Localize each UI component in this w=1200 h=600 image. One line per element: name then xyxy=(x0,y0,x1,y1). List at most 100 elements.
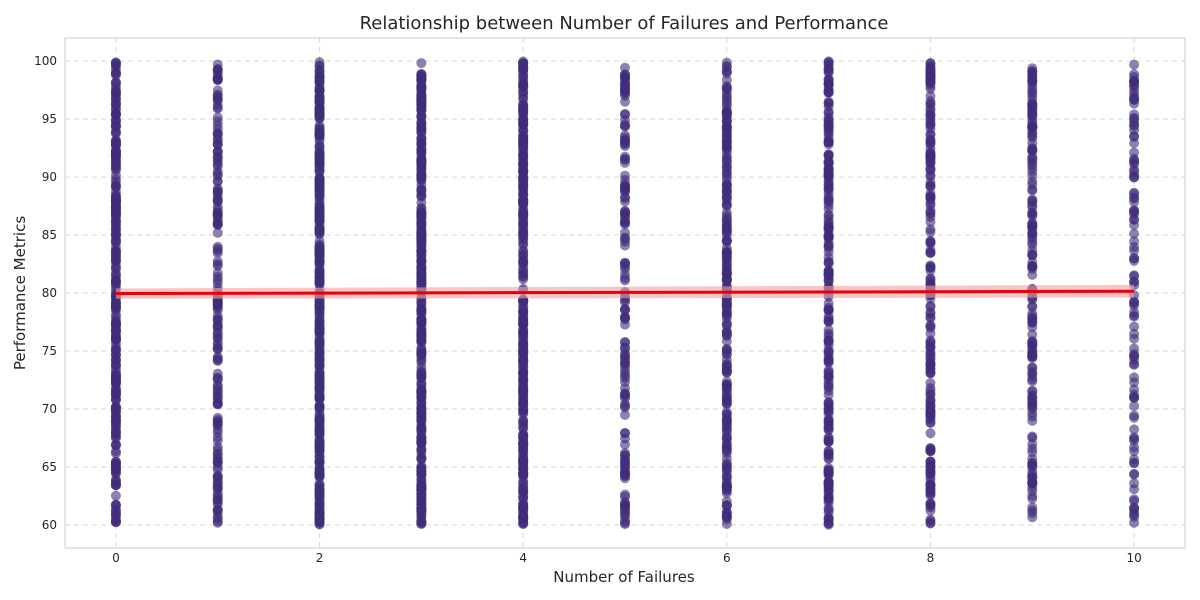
data-point xyxy=(212,241,223,252)
data-point xyxy=(110,323,121,334)
data-point xyxy=(1027,460,1038,471)
data-point xyxy=(721,243,732,254)
data-point xyxy=(1129,242,1140,253)
data-point xyxy=(721,444,732,455)
data-point xyxy=(620,428,630,439)
data-point xyxy=(212,195,223,206)
data-point xyxy=(925,148,936,159)
data-point xyxy=(1129,468,1140,479)
data-point xyxy=(110,181,121,192)
data-point xyxy=(721,235,732,246)
data-point xyxy=(212,267,223,278)
data-point xyxy=(110,499,121,510)
data-point xyxy=(823,241,834,252)
data-point xyxy=(1027,443,1038,454)
data-point xyxy=(721,384,732,395)
data-point xyxy=(721,398,732,409)
y-axis-label: Performance Metrics xyxy=(11,216,29,370)
data-point xyxy=(823,157,834,168)
data-point xyxy=(314,368,325,379)
data-point xyxy=(518,513,529,524)
data-point xyxy=(416,58,427,69)
data-point xyxy=(925,96,936,107)
data-point xyxy=(110,174,121,185)
data-point xyxy=(1027,408,1038,419)
data-point xyxy=(1129,310,1140,321)
data-point xyxy=(823,477,834,488)
data-point xyxy=(212,381,223,392)
data-point xyxy=(1027,502,1038,513)
data-point xyxy=(314,122,325,133)
data-point xyxy=(1129,400,1140,411)
data-point xyxy=(110,465,121,476)
data-point xyxy=(416,502,427,513)
data-point xyxy=(823,56,834,67)
y-tick-label: 75 xyxy=(42,344,57,358)
data-point xyxy=(110,149,121,160)
data-point xyxy=(925,216,936,227)
data-point xyxy=(518,463,529,474)
data-point xyxy=(518,406,529,417)
data-point xyxy=(110,263,121,274)
data-point xyxy=(110,331,121,342)
data-point xyxy=(823,433,834,444)
data-point xyxy=(314,259,325,270)
data-point xyxy=(416,133,427,144)
data-point xyxy=(1027,471,1038,482)
data-point xyxy=(518,315,529,326)
data-point xyxy=(925,238,936,249)
data-point xyxy=(823,209,834,220)
data-point xyxy=(1129,228,1140,239)
data-point xyxy=(620,376,630,387)
data-point xyxy=(925,383,936,394)
data-point xyxy=(721,260,732,271)
data-point xyxy=(620,141,630,152)
data-point xyxy=(416,308,427,319)
data-point xyxy=(212,473,223,484)
data-point xyxy=(925,428,936,439)
data-point xyxy=(823,221,834,232)
regression-line xyxy=(115,289,1135,296)
data-point xyxy=(823,485,834,496)
data-point xyxy=(110,386,121,397)
data-point xyxy=(416,255,427,266)
data-point xyxy=(212,260,223,271)
data-point xyxy=(721,310,732,321)
data-point xyxy=(620,312,630,323)
data-point xyxy=(110,516,121,527)
data-point xyxy=(212,351,223,362)
data-point xyxy=(212,210,223,221)
data-point xyxy=(110,371,121,382)
data-point xyxy=(518,454,529,465)
data-point xyxy=(620,80,630,91)
data-point xyxy=(314,66,325,77)
data-point xyxy=(620,192,630,203)
data-point xyxy=(314,310,325,321)
data-point xyxy=(110,99,121,110)
data-point xyxy=(1129,296,1140,307)
data-point xyxy=(314,93,325,104)
data-point xyxy=(110,209,121,220)
data-point xyxy=(925,191,936,202)
data-point xyxy=(823,258,834,269)
data-point xyxy=(1129,424,1140,435)
data-point xyxy=(212,166,223,177)
data-point xyxy=(721,107,732,118)
data-point xyxy=(212,156,223,167)
data-point xyxy=(518,324,529,335)
data-point xyxy=(416,433,427,444)
x-tick-label: 0 xyxy=(112,551,120,565)
data-point xyxy=(823,405,834,416)
x-tick-labels: 0 2 4 6 8 10 xyxy=(112,551,1142,565)
data-point xyxy=(212,227,223,238)
data-point xyxy=(518,353,529,364)
data-point xyxy=(1027,367,1038,378)
data-point xyxy=(1027,432,1038,443)
data-point xyxy=(1129,193,1140,204)
data-point xyxy=(721,326,732,337)
data-point xyxy=(212,186,223,197)
data-point xyxy=(314,413,325,424)
data-point xyxy=(314,429,325,440)
data-point xyxy=(925,227,936,238)
data-point xyxy=(314,146,325,157)
